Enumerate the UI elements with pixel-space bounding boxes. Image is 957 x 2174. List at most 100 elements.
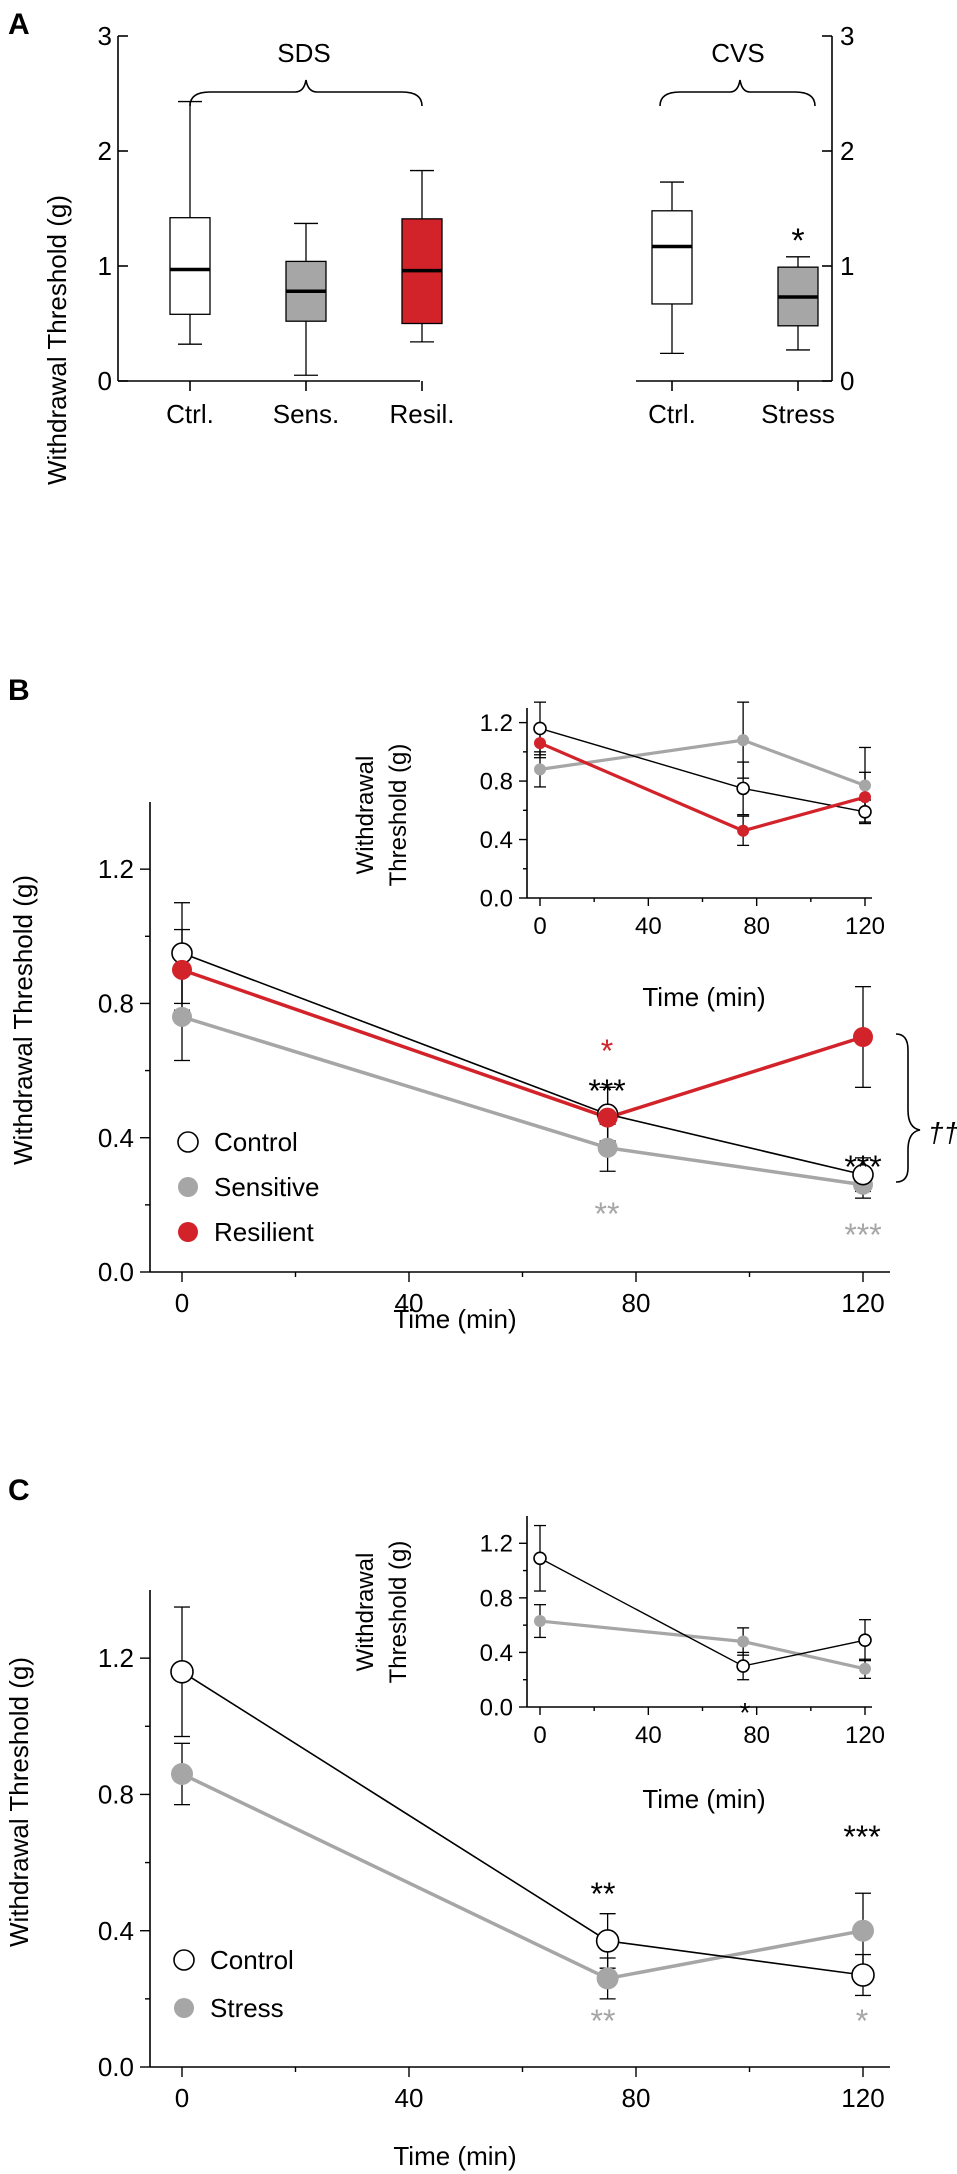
c-point-stress [852, 1919, 874, 1942]
legend-marker-sensitive [178, 1177, 198, 1197]
panel-label-c: C [8, 1474, 30, 1507]
ci-x-tick-label: 40 [635, 1722, 662, 1749]
legend-marker-stress-c [174, 1998, 194, 2018]
panel-c-inset-axes: 0.0 0.4 0.8 1.2 0 40 80 120 [480, 1516, 885, 1749]
ci-point-stress [737, 1635, 750, 1648]
box-label: Ctrl. [166, 399, 214, 429]
c-y-tick-label: 0.8 [98, 1780, 134, 1810]
panel-c-inset-series [533, 1524, 872, 1681]
a-right-tick-label: 0 [840, 366, 854, 396]
b-dagger: †† [928, 1117, 957, 1148]
panel-c-ylabel: Withdrawal Threshold (g) [4, 1657, 34, 1947]
ci-y-tick-label: 0.8 [480, 1585, 513, 1612]
b-y-tick-label: 0.0 [98, 1257, 134, 1287]
c-x-tick-label: 40 [395, 2083, 424, 2113]
b-point-control [852, 1163, 874, 1186]
legend-label-control: Control [214, 1127, 298, 1157]
c-x-tick-label: 80 [622, 2083, 651, 2113]
c-point-stress [171, 1762, 193, 1785]
box-label: Ctrl. [648, 399, 696, 429]
ci-y-tick-label: 1.2 [480, 1531, 513, 1558]
c-gray-stars-120: * [856, 2003, 868, 2039]
c-y-tick-label: 0.0 [98, 2052, 134, 2082]
c-inset-ylabel-2: Threshold (g) [385, 1541, 412, 1684]
b-gray-stars-120: *** [844, 1217, 881, 1253]
box-rect [651, 210, 693, 305]
box-rect [169, 217, 211, 315]
b-point-sensitive [597, 1137, 618, 1158]
a-right-tick-label: 2 [840, 136, 854, 166]
panel-c-axes: 0.0 0.4 0.8 1.2 0 40 80 120 [98, 1590, 890, 2113]
b-black-stars-75: *** [588, 1073, 625, 1109]
cvs-significance-star: * [791, 222, 804, 260]
panel-b-legend: Control Sensitive Resilient [177, 1127, 320, 1247]
c-inset-xlabel: Time (min) [642, 1784, 765, 1814]
ci-x-tick-label: 80 [743, 1722, 770, 1749]
legend-marker-control-c [173, 1949, 195, 1971]
bi-point-control [533, 721, 547, 736]
panel-c-legend: Control Stress [173, 1945, 294, 2023]
panel-c-xlabel: Time (min) [393, 2141, 516, 2171]
panel-a-left-axis: 0 1 2 3 [98, 21, 420, 396]
b-inset-ylabel-1: Withdrawal [352, 756, 379, 875]
bi-point-resilient [534, 737, 546, 750]
bi-point-control [858, 804, 872, 819]
b-line-sensitive [181, 1015, 864, 1187]
c-x-tick-label: 0 [175, 2083, 189, 2113]
c-black-stars-120: *** [843, 1819, 880, 1855]
bi-x-tick-label: 0 [533, 913, 546, 940]
c-point-control [595, 1929, 620, 1953]
a-left-tick-label: 3 [98, 21, 112, 51]
c-inset-ylabel-1: Withdrawal [352, 1553, 379, 1672]
ci-point-control [858, 1633, 872, 1647]
bi-x-tick-label: 80 [743, 913, 770, 940]
ci-x-tick-label: 0 [533, 1722, 546, 1749]
legend-label-stress-c: Stress [210, 1993, 284, 2023]
panel-a-boxes: Ctrl. Sens. Resil. Ctrl. Stress [166, 100, 835, 429]
bi-point-control [736, 781, 750, 796]
ci-point-control [736, 1659, 750, 1673]
a-left-tick-label: 0 [98, 366, 112, 396]
bi-x-tick-label: 120 [845, 913, 885, 940]
panel-a: Withdrawal Threshold (g) SDS CVS * 0123 … [42, 21, 854, 485]
b-y-tick-label: 0.8 [98, 989, 134, 1019]
bi-point-resilient [737, 824, 750, 837]
bi-line-resilient [539, 741, 866, 833]
bi-point-resilient [859, 791, 871, 804]
box-label: Sens. [273, 399, 340, 429]
panel-b: Withdrawal Threshold (g) Time (min) 0.00… [8, 701, 957, 1334]
bi-x-tick-label: 40 [635, 913, 662, 940]
panel-c-series [170, 1606, 875, 2000]
b-point-sensitive [172, 1006, 192, 1027]
ci-point-control [533, 1551, 547, 1566]
bi-y-tick-label: 0.0 [480, 885, 513, 912]
a-left-tick-label: 2 [98, 136, 112, 166]
b-x-tick-label: 0 [175, 1288, 189, 1318]
c-y-tick-label: 1.2 [98, 1643, 134, 1673]
panel-b-series [171, 902, 874, 1199]
ci-y-tick-label: 0.0 [480, 1694, 513, 1721]
b-y-tick-label: 0.4 [98, 1123, 134, 1153]
c-inset-star: * [740, 1697, 751, 1728]
legend-label-sensitive: Sensitive [214, 1172, 320, 1202]
b-inset-xlabel: Time (min) [642, 982, 765, 1012]
a-left-tick-label: 1 [98, 251, 112, 281]
bi-y-tick-label: 0.8 [480, 768, 513, 795]
legend-label-resilient: Resilient [214, 1217, 314, 1247]
panel-c: Withdrawal Threshold (g) Time (min) 0.00… [4, 1516, 890, 2171]
b-gray-stars-75: ** [595, 1196, 620, 1232]
legend-marker-control [177, 1131, 199, 1153]
c-y-tick-label: 0.4 [98, 1916, 134, 1946]
b-black-stars-120: *** [844, 1149, 881, 1185]
b-point-resilient [172, 959, 192, 980]
panel-label-a: A [8, 8, 30, 41]
ci-line-control [539, 1557, 866, 1667]
bi-point-sensitive [534, 763, 546, 776]
bi-y-tick-label: 0.4 [480, 827, 513, 854]
b-point-resilient [853, 1027, 873, 1047]
c-point-stress [596, 1967, 619, 1990]
sds-brace [189, 79, 423, 107]
ci-x-tick-label: 120 [845, 1722, 885, 1749]
panel-b-xlabel: Time (min) [393, 1304, 516, 1334]
panel-b-axes: 0.0 0.4 0.8 1.2 0 40 80 120 [98, 802, 890, 1318]
